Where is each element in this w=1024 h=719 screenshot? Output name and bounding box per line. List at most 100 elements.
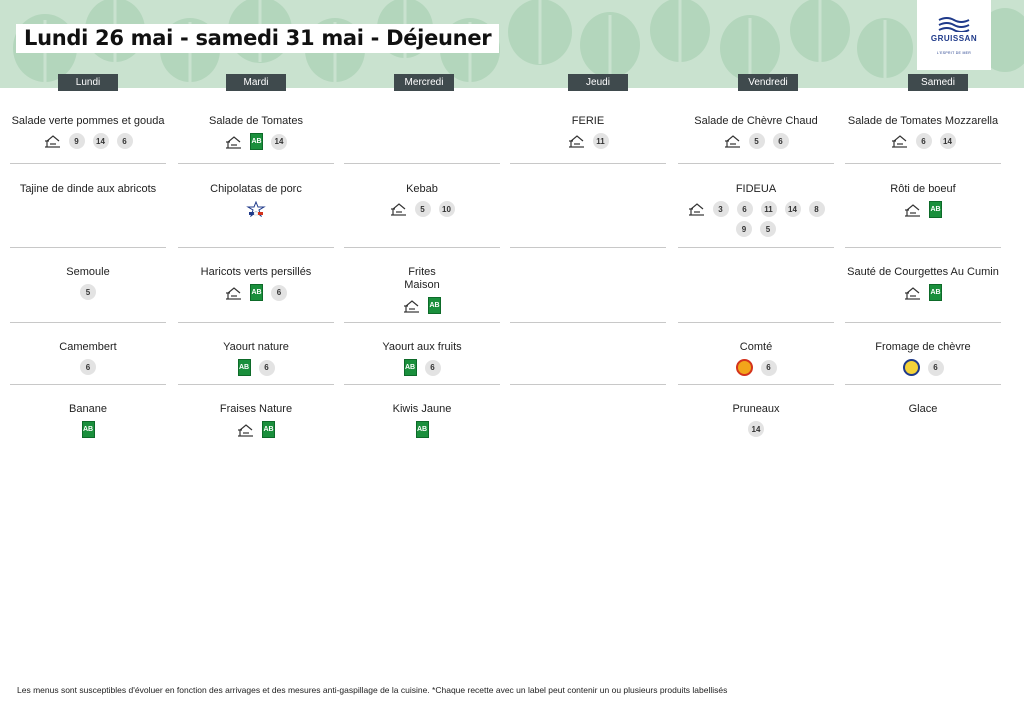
gruissan-logo: GRUISSAN L'ESPRIT DE MER: [917, 0, 991, 70]
agriculture-bio-icon: AB: [929, 284, 942, 301]
fait-maison-icon: [226, 286, 241, 300]
menu-cell: [510, 385, 666, 455]
allergen-badge: 6: [760, 359, 777, 376]
menu-cell: Fraises Nature AB: [178, 385, 334, 455]
dish-labels: 9 14 6: [10, 133, 166, 149]
agriculture-bio-icon: AB: [237, 359, 251, 376]
allergen-badge: 3: [712, 201, 729, 217]
fait-maison-icon: [891, 135, 907, 148]
dish-labels: AB 6: [178, 284, 334, 301]
dish-name: Semoule: [66, 266, 110, 278]
allergen-badge: 10: [438, 201, 455, 217]
allergen-badge: 5: [414, 201, 431, 217]
fait-maison-icon: [390, 203, 406, 216]
dish-labels: AB 6: [178, 359, 334, 376]
agriculture-bio-icon: AB: [428, 297, 441, 314]
dish-name: Salade de Tomates Mozzarella: [847, 115, 999, 127]
dish-labels: AB: [845, 201, 1001, 218]
logo-name: GRUISSAN: [930, 33, 978, 43]
menu-cell: [510, 165, 666, 248]
dish-name: Kebab: [406, 183, 438, 195]
day-header-samedi: Samedi: [908, 74, 968, 91]
dish-labels: AB: [344, 297, 500, 314]
agriculture-bio-icon: AB: [415, 421, 429, 438]
allergen-badge: 11: [760, 201, 777, 217]
menu-cell: Rôti de boeuf AB: [845, 165, 1001, 248]
dish-labels: 5: [10, 284, 166, 300]
fait-maison-icon: [44, 135, 60, 148]
agriculture-bio-icon: AB: [929, 201, 942, 218]
fait-maison-icon: [905, 286, 920, 300]
dish-name: Yaourt nature: [223, 341, 289, 353]
footer-note: Les menus sont susceptibles d'évoluer en…: [17, 685, 728, 695]
allergen-badge: 6: [271, 284, 287, 301]
label-rouge-icon: [902, 359, 920, 376]
logo-tagline: L'ESPRIT DE MER: [936, 50, 972, 55]
dish-labels: AB: [178, 421, 334, 438]
dish-name: Fromage de chèvre: [875, 341, 971, 353]
menu-cell: Fromage de chèvre 6: [845, 323, 1001, 385]
allergen-badge: 14: [271, 133, 287, 150]
dish-name: Salade de Tomates: [209, 115, 303, 127]
allergen-badge: 11: [592, 133, 609, 149]
dish-labels: 11: [510, 133, 666, 149]
menu-cell: Haricots verts persillés AB 6: [178, 248, 334, 323]
allergen-badge: 6: [915, 133, 932, 149]
menu-cell: FIDEUA 3 6 11 14 8 9 5: [678, 165, 834, 248]
menu-cell: Kiwis Jaune AB: [344, 385, 500, 455]
dish-name: Tajine de dinde aux abricots: [19, 183, 157, 195]
allergen-badge: 6: [736, 201, 753, 217]
fait-maison-icon: [404, 299, 419, 313]
dish-name: Banane: [69, 403, 107, 415]
dish-name: Camembert: [59, 341, 117, 353]
dish-name: Pruneaux: [732, 403, 780, 415]
dish-name: [510, 341, 666, 354]
title-box: Lundi 26 mai - samedi 31 mai - Déjeuner: [16, 24, 500, 53]
allergen-badge: 8: [808, 201, 825, 217]
header-banner: Lundi 26 mai - samedi 31 mai - Déjeuner …: [0, 0, 1024, 88]
dish-name: [510, 183, 666, 196]
fait-maison-icon: [688, 203, 704, 216]
dish-name: Glace: [908, 403, 938, 415]
menu-cell: Salade de Tomates AB 14: [178, 88, 334, 164]
dish-name: Salade verte pommes et gouda: [11, 115, 165, 127]
allergen-badge: 14: [939, 133, 956, 149]
waves-icon: [938, 16, 970, 32]
dish-name: Haricots verts persillés: [200, 266, 312, 278]
dish-name: Frites Maison: [404, 266, 440, 291]
dish-name: Sauté de Courgettes Au Cumin: [847, 266, 999, 278]
dish-name: [678, 266, 834, 279]
dish-labels: AB: [344, 421, 500, 438]
menu-cell: Sauté de Courgettes Au Cumin AB: [845, 248, 1001, 323]
allergen-badge: 14: [784, 201, 801, 217]
dish-labels: AB 6: [344, 359, 500, 376]
dish-name: [510, 266, 666, 279]
allergen-badge: 6: [772, 133, 789, 149]
dish-labels: 5 10: [344, 201, 500, 217]
day-header-lundi: Lundi: [58, 74, 118, 91]
fait-maison-icon: [724, 135, 740, 148]
dish-labels: 14: [678, 421, 834, 437]
agriculture-bio-icon: AB: [403, 359, 417, 376]
allergen-badge: 6: [927, 359, 944, 376]
menu-cell: Yaourt aux fruits AB 6: [344, 323, 500, 385]
dish-labels: AB 14: [178, 133, 334, 150]
menu-cell: Salade de Tomates Mozzarella 6 14: [845, 88, 1001, 164]
menu-cell: Camembert 6: [10, 323, 166, 385]
agriculture-bio-icon: AB: [262, 421, 275, 438]
dish-name: FERIE: [571, 115, 605, 127]
menu-cell: Glace: [845, 385, 1001, 455]
menu-cell: Tajine de dinde aux abricots: [10, 165, 166, 248]
dish-name: Salade de Chèvre Chaud: [694, 115, 818, 127]
menu-cell: Salade de Chèvre Chaud 5 6: [678, 88, 834, 164]
dish-name: Chipolatas de porc: [210, 183, 302, 195]
menu-cell: Pruneaux 14: [678, 385, 834, 455]
dish-labels: [178, 201, 334, 217]
allergen-badge: 6: [80, 359, 96, 375]
allergen-badge: 14: [92, 133, 109, 149]
day-header-jeudi: Jeudi: [568, 74, 628, 91]
menu-cell: FERIE 11: [510, 88, 666, 164]
allergen-badge: 6: [258, 359, 275, 376]
fait-maison-icon: [226, 135, 241, 149]
dish-labels: 6: [10, 359, 166, 375]
